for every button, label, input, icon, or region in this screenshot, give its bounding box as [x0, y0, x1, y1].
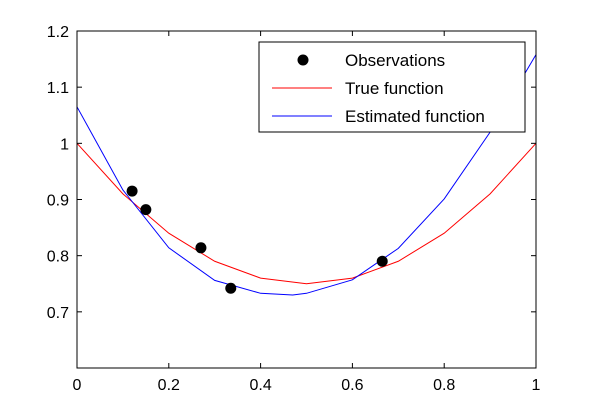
legend-label-estimated-function: Estimated function	[345, 107, 485, 126]
legend-marker-observations	[297, 54, 309, 66]
observation-point-1	[126, 185, 138, 197]
observation-point-3	[195, 242, 207, 254]
x-tick-label: 0.8	[433, 377, 455, 394]
series-layer	[76, 54, 537, 296]
x-tick-label: 0.2	[158, 377, 180, 394]
axis-layer: 0 0.2 0.4 0.6 0.8 1 0.7 0.8 0.9 1 1.1 1.2	[47, 24, 541, 394]
observation-point-4	[225, 282, 237, 294]
y-tick-label: 1.2	[47, 24, 69, 41]
legend-label-true-function: True function	[345, 79, 444, 98]
x-tick-label: 0	[73, 377, 82, 394]
y-tick-label: 1.1	[47, 80, 69, 97]
y-tick-label: 1	[60, 136, 69, 153]
x-tick-label: 1	[532, 377, 541, 394]
y-tick-label: 0.7	[47, 305, 69, 322]
series-line-true-function	[76, 142, 537, 285]
y-tick-label: 0.8	[47, 249, 69, 266]
observation-point-2	[140, 204, 152, 216]
series-line-estimated-function	[76, 54, 537, 296]
legend-label-observations: Observations	[345, 51, 445, 70]
y-tick-label: 0.9	[47, 193, 69, 210]
x-tick-label: 0.4	[249, 377, 271, 394]
legend: Observations True function Estimated fun…	[258, 41, 526, 133]
x-tick-label: 0.6	[341, 377, 363, 394]
observation-point-5	[376, 255, 388, 267]
